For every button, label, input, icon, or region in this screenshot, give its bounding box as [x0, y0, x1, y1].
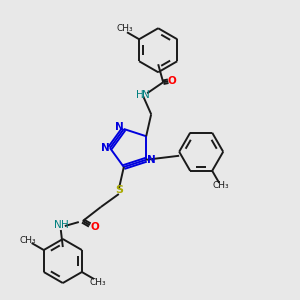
Text: H: H: [136, 90, 144, 100]
Text: O: O: [168, 76, 177, 86]
Text: N: N: [147, 155, 156, 165]
Text: H: H: [61, 220, 69, 230]
Text: N: N: [142, 90, 150, 100]
Text: N: N: [100, 143, 109, 153]
Text: CH₃: CH₃: [90, 278, 106, 286]
Text: O: O: [90, 222, 99, 232]
Text: S: S: [115, 185, 123, 195]
Text: N: N: [54, 220, 62, 230]
Text: CH₃: CH₃: [117, 24, 133, 33]
Text: N: N: [116, 122, 124, 132]
Text: CH₃: CH₃: [213, 182, 230, 190]
Text: CH₃: CH₃: [19, 236, 36, 244]
